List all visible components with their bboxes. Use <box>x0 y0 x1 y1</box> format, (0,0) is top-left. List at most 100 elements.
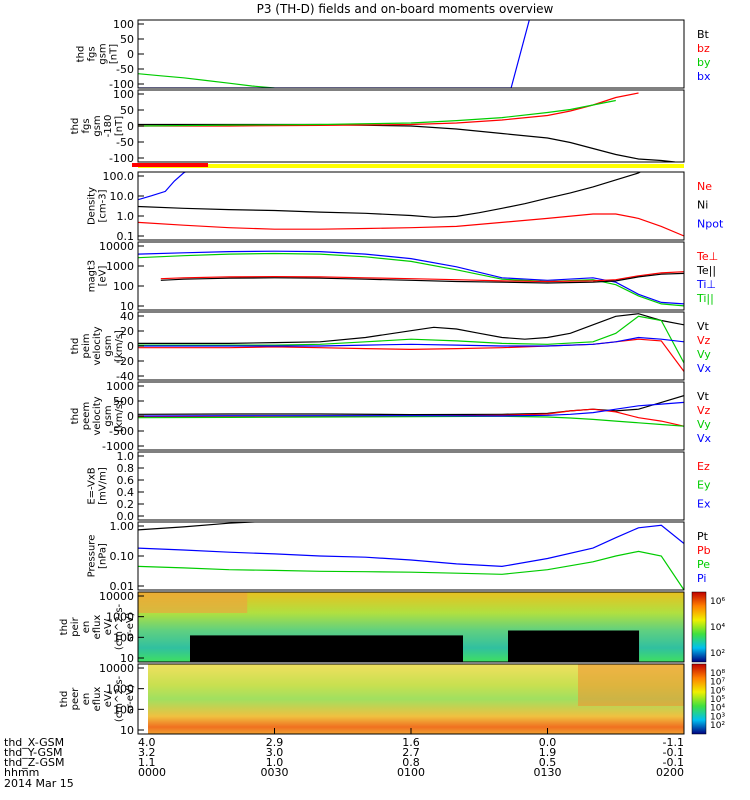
xaxis-value: 0130 <box>534 766 562 779</box>
series-by <box>138 99 616 127</box>
colorbar-tick: 10² <box>710 649 725 659</box>
legend-pt: Pt <box>697 530 709 543</box>
xaxis-value: 0.0 <box>539 736 557 749</box>
y-tick-label: -500 <box>109 425 134 438</box>
colorbar-tick: 10⁶ <box>710 686 725 696</box>
series-te|| <box>160 272 684 284</box>
panel-frame <box>137 19 685 89</box>
legend-ex: Ex <box>697 497 711 510</box>
xaxis-value: 0000 <box>138 766 166 779</box>
y-tick-label: 100 <box>113 88 134 101</box>
y-tick-label: 1000 <box>106 380 134 393</box>
y-tick-label: 1.0 <box>117 450 135 463</box>
xaxis-row-label: thd_X-GSM <box>4 736 64 749</box>
y-axis-label: Pressure <box>87 535 98 578</box>
legend-vx: Vx <box>697 362 712 375</box>
panel-2: 100 50 0 -50 -100 thd fgs gsm -180 [nT] <box>70 88 685 165</box>
xaxis-value: 1.9 <box>539 746 557 759</box>
legend-ne: Ne <box>697 180 712 193</box>
y-tick-label: 0.8 <box>117 462 135 475</box>
series-ni <box>138 172 642 218</box>
series-pe <box>138 550 684 590</box>
colorbar-tick: 10² <box>710 721 725 731</box>
series-vx <box>138 401 684 417</box>
y-axis-label: -180 <box>103 115 114 138</box>
legend-bx: bx <box>697 70 711 83</box>
status-bar <box>132 163 684 168</box>
y-tick-label: 0.0 <box>117 510 135 523</box>
y-axis-label: [nPa] <box>98 543 109 569</box>
xaxis-value: 2.9 <box>266 736 284 749</box>
legend-bt: Bt <box>697 28 710 41</box>
y-axis-label: en <box>81 693 92 706</box>
colorbar-tick: 10³ <box>710 712 725 722</box>
y-tick-label: -100 <box>109 78 134 91</box>
y-axis-label: E=-VxB <box>87 467 98 504</box>
panel-9: 10⁶ 10⁴ 10² 10000 1000 100 10 thd peir en eflux eV/… <box>59 590 725 665</box>
y-tick-label: 10 <box>120 300 134 313</box>
y-tick-label: 0.1 <box>117 230 135 243</box>
y-tick-label: 1000 <box>106 611 134 624</box>
y-axis-label: thd <box>76 46 87 63</box>
legend-ey: Ey <box>697 479 711 492</box>
xaxis-value: -0.1 <box>663 756 684 769</box>
panel-frame <box>137 451 685 521</box>
y-axis-label: eV/ <box>103 618 114 635</box>
y-axis-label: gsm <box>103 405 114 426</box>
y-tick-label: 1.0 <box>117 210 135 223</box>
y-tick-label: 50 <box>120 104 134 117</box>
xaxis-value: 2.7 <box>402 746 420 759</box>
series-ti|| <box>138 252 684 307</box>
series-vy <box>138 315 684 364</box>
xaxis-row-label: thd_Z-GSM <box>4 756 64 769</box>
colorbar-tick: 10⁵ <box>710 695 725 705</box>
y-axis-label: velocity <box>92 326 103 365</box>
y-axis-label: sr-eV) <box>125 612 136 641</box>
legend-npot: Npot <box>697 217 724 230</box>
y-tick-label: 20 <box>120 325 134 338</box>
y-axis-label: velocity <box>92 396 103 435</box>
panel-frame <box>137 171 685 241</box>
y-axis-label: gsm <box>103 335 114 356</box>
legend-vz: Vz <box>697 404 711 417</box>
series-vx <box>138 336 684 347</box>
y-axis-label: [km/s] <box>114 400 125 432</box>
y-axis-label: thd <box>59 619 70 636</box>
y-tick-label: -40 <box>116 370 134 383</box>
legend-bz: bz <box>697 42 710 55</box>
legend-ni: Ni <box>697 199 708 212</box>
y-axis-label: magt3 <box>87 260 98 293</box>
series-bt <box>138 123 675 162</box>
y-tick-label: 0 <box>127 48 134 61</box>
series-bz <box>138 92 639 127</box>
y-axis-label: peir <box>70 616 81 636</box>
y-tick-label: -1000 <box>102 440 134 453</box>
legend-vt: Vt <box>697 390 710 403</box>
y-tick-label: 100 <box>113 18 134 31</box>
y-tick-label: 0.01 <box>110 580 135 593</box>
legend-vy: Vy <box>697 348 711 361</box>
y-axis-label: peer <box>70 687 81 711</box>
y-axis-label: gsm <box>98 43 109 64</box>
series-vy <box>138 415 684 427</box>
series-by <box>138 73 275 88</box>
y-axis-label: [mV/m] <box>98 467 109 505</box>
y-axis-label: eflux <box>92 615 103 640</box>
spectrogram-hot <box>138 592 248 613</box>
y-axis-label: sr-eV) <box>125 684 136 713</box>
y-tick-label: 10000 <box>99 240 134 253</box>
y-tick-label: 100.0 <box>103 170 135 183</box>
series-ti⊥ <box>138 250 684 305</box>
series-vz <box>138 338 684 372</box>
y-tick-label: 10.0 <box>110 190 135 203</box>
legend-pb: Pb <box>697 544 711 557</box>
legend-vt: Vt <box>697 320 710 333</box>
colorbar-tick: 10⁴ <box>710 704 725 714</box>
xaxis-value: 0.5 <box>539 756 557 769</box>
y-axis-label: peem <box>81 402 92 430</box>
